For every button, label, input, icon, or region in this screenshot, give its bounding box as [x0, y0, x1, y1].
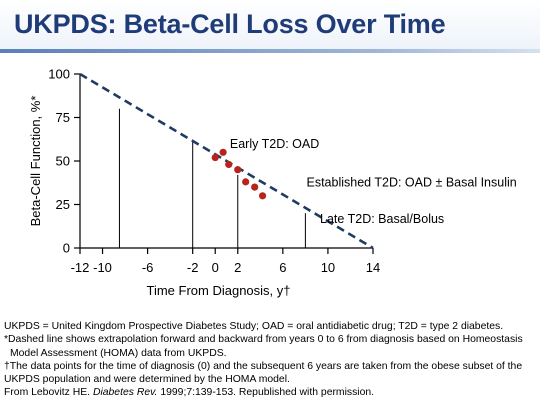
x-tick-label: 14: [366, 260, 380, 275]
footnote-dashed-line-cont: Model Assessment (HOMA) data from UKPDS.: [10, 347, 227, 359]
y-tick-label: 50: [56, 154, 70, 169]
x-axis-label: Time From Diagnosis, y†: [147, 283, 291, 298]
stage-annotation: Early T2D: OAD: [230, 137, 319, 151]
title-band: [0, 0, 540, 50]
data-point: [211, 153, 219, 162]
x-tick-label: 10: [321, 260, 335, 275]
x-tick-label: -6: [142, 260, 154, 275]
footnote-data-points-cont: UKPDS population and were determined by …: [4, 374, 290, 386]
x-tick-label: -12: [71, 260, 90, 275]
reference-lines: [118, 108, 306, 248]
footnote-abbreviations: UKPDS = United Kingdom Prospective Diabe…: [4, 321, 504, 332]
stage-annotation: Established T2D: OAD ± Basal Insulin: [307, 175, 517, 189]
title-divider: [0, 49, 540, 53]
x-tick-label: -10: [93, 260, 112, 275]
annotations: Early T2D: OAD Established T2D: OAD ± Bas…: [230, 137, 517, 226]
footnote-dashed-line: *Dashed line shows extrapolation forward…: [4, 334, 523, 346]
data-point: [225, 160, 233, 169]
y-ticks: 0 25 50 75 100: [48, 67, 80, 256]
y-tick-label: 75: [56, 110, 70, 125]
x-tick-label: 0: [212, 260, 219, 275]
trend-line: [79, 72, 374, 250]
y-tick-label: 100: [48, 67, 70, 82]
data-points: [211, 148, 267, 200]
stage-annotation: Late T2D: Basal/Bolus: [320, 212, 444, 226]
footnotes: UKPDS = United Kingdom Prospective Diabe…: [4, 320, 536, 400]
x-tick-label: -2: [187, 260, 199, 275]
footnote-data-points: †The data points for the time of diagnos…: [4, 360, 523, 372]
source-journal: Diabetes Rev.: [92, 387, 158, 399]
page-title: UKPDS: Beta-Cell Loss Over Time: [14, 9, 446, 39]
y-tick-label: 0: [63, 241, 70, 256]
x-tick-label: 2: [234, 260, 241, 275]
y-tick-label: 25: [56, 197, 70, 212]
source-suffix: 1999;7:139-153. Republished with permiss…: [157, 387, 375, 399]
source-prefix: From Lebovitz HE.: [4, 387, 93, 399]
data-point: [258, 192, 267, 200]
data-point: [251, 183, 259, 191]
x-ticks: -12 -10 -6 -2 0 2 6 10 14: [71, 248, 380, 275]
y-axis-label: Beta-Cell Function, %*: [28, 96, 43, 227]
data-point: [242, 178, 250, 186]
data-point: [234, 166, 242, 174]
data-point: [219, 148, 227, 156]
footnote-source: From Lebovitz HE. Diabetes Rev. 1999;7:1…: [4, 386, 536, 399]
x-tick-label: 6: [279, 260, 286, 275]
